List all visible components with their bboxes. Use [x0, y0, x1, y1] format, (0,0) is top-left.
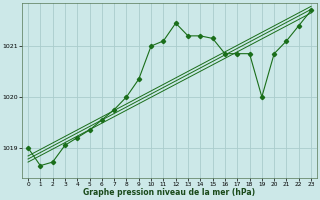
X-axis label: Graphe pression niveau de la mer (hPa): Graphe pression niveau de la mer (hPa) — [84, 188, 256, 197]
